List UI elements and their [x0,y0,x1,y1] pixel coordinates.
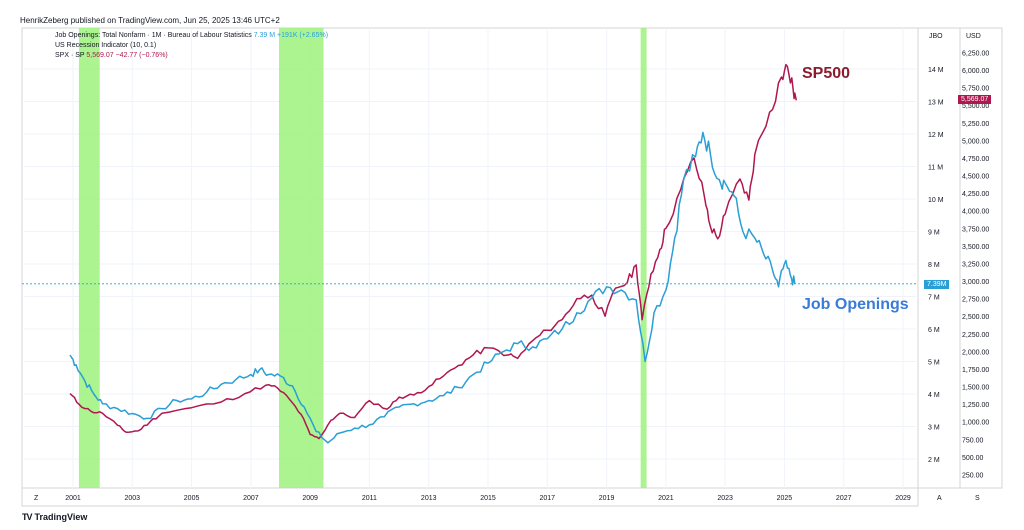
x-tick-label: 2029 [895,495,911,502]
usd-tick-label: 3,250.00 [962,261,989,268]
series-line-spx [69,63,798,440]
usd-tick-label: 5,250.00 [962,121,989,128]
jbo-tick-label: 10 M [928,197,944,204]
x-tick-label: 2021 [658,495,674,502]
usd-tick-label: 500.00 [962,455,984,462]
recession-band [78,28,100,488]
jbo-tick-label: 2 M [928,457,940,464]
tradingview-logo-icon: TV [22,512,32,522]
x-tick-label: 2019 [599,495,615,502]
annotation-job-openings: Job Openings [802,296,909,313]
usd-scale-title[interactable]: USD [966,33,981,40]
time-axis-panel [21,487,919,507]
x-tick-label: 2017 [539,495,555,502]
usd-tick-label: 4,500.00 [962,174,989,181]
usd-tick-label: 5,000.00 [962,138,989,145]
usd-tick-label: 750.00 [962,437,984,444]
usd-tick-label: 3,000.00 [962,279,989,286]
spx-last-value-badge: 5,569.07 [958,95,992,104]
jbo-tick-label: 9 M [928,230,940,237]
usd-tick-label: 2,750.00 [962,297,989,304]
legend-recession[interactable]: US Recession Indicator (10, 0.1) [55,41,328,51]
jbo-tick-label: 11 M [928,165,943,172]
usd-tick-label: 2,500.00 [962,314,989,321]
jbo-tick-label: 6 M [928,327,940,334]
published-header: HenrikZeberg published on TradingView.co… [20,16,280,25]
x-tick-label: 2009 [302,495,318,502]
jbo-last-value-badge: 7.39M [924,280,950,289]
recession-band [279,28,324,488]
usd-tick-label: 250.00 [962,473,984,480]
jbo-tick-label: 7 M [928,295,940,302]
jbo-tick-label: 4 M [928,392,940,399]
usd-tick-label: 2,250.00 [962,332,989,339]
x-tick-label: 2013 [421,495,437,502]
usd-tick-label: 3,500.00 [962,244,989,251]
x-tick-label: 2025 [777,495,793,502]
usd-tick-label: 6,000.00 [962,68,989,75]
jbo-tick-label: 14 M [928,67,944,74]
jbo-axis-panel [917,27,961,489]
usd-tick-label: 6,250.00 [962,50,989,57]
jbo-tick-label: 12 M [928,132,944,139]
jbo-tick-label: 3 M [928,425,940,432]
usd-tick-label: 4,000.00 [962,209,989,216]
bottom-left-button[interactable]: Z [34,495,39,502]
usd-tick-label: 4,750.00 [962,156,989,163]
usd-tick-label: 4,250.00 [962,191,989,198]
footer-brand: TradingView [34,512,88,522]
x-tick-label: 2001 [65,495,81,502]
legend-job-openings[interactable]: Job Openings: Total Nonfarm · 1M · Burea… [55,31,328,41]
jbo-tick-label: 13 M [928,100,944,107]
usd-tick-label: 1,000.00 [962,420,989,427]
legend-job-openings-name: Job Openings: Total Nonfarm · 1M · Burea… [55,32,252,39]
recession-band [640,28,647,488]
usd-tick-label: 5,500.00 [962,103,989,110]
legend-recession-name: US Recession Indicator (10, 0.1) [55,42,157,49]
auto-scale-button[interactable]: A [937,495,942,502]
legend: Job Openings: Total Nonfarm · 1M · Burea… [55,31,328,61]
usd-tick-label: 1,750.00 [962,367,989,374]
usd-tick-label: 1,500.00 [962,385,989,392]
usd-axis-panel [959,27,1003,489]
legend-job-openings-value: 7.39 M +191K (+2.65%) [253,32,329,39]
x-tick-label: 2003 [124,495,140,502]
settings-button[interactable]: S [975,495,980,502]
x-tick-label: 2005 [184,495,200,502]
usd-tick-label: 5,750.00 [962,86,989,93]
x-tick-label: 2027 [836,495,852,502]
jbo-tick-label: 8 M [928,262,940,269]
usd-tick-label: 2,000.00 [962,349,989,356]
x-tick-label: 2023 [717,495,733,502]
usd-tick-label: 1,250.00 [962,402,989,409]
footer: TV TradingView [22,512,87,522]
series-line-job-openings [69,131,796,444]
x-tick-label: 2007 [243,495,259,502]
annotation-sp500: SP500 [802,65,851,82]
legend-spx[interactable]: SPX · SP 5,569.07 −42.77 (−0.76%) [55,51,328,61]
legend-spx-value: 5,569.07 −42.77 (−0.76%) [86,52,168,59]
legend-spx-name: SPX · SP [55,52,85,59]
jbo-tick-label: 5 M [928,360,940,367]
jbo-scale-title[interactable]: JBO [929,33,943,40]
x-tick-label: 2015 [480,495,496,502]
usd-tick-label: 3,750.00 [962,226,989,233]
x-tick-label: 2011 [362,495,377,502]
